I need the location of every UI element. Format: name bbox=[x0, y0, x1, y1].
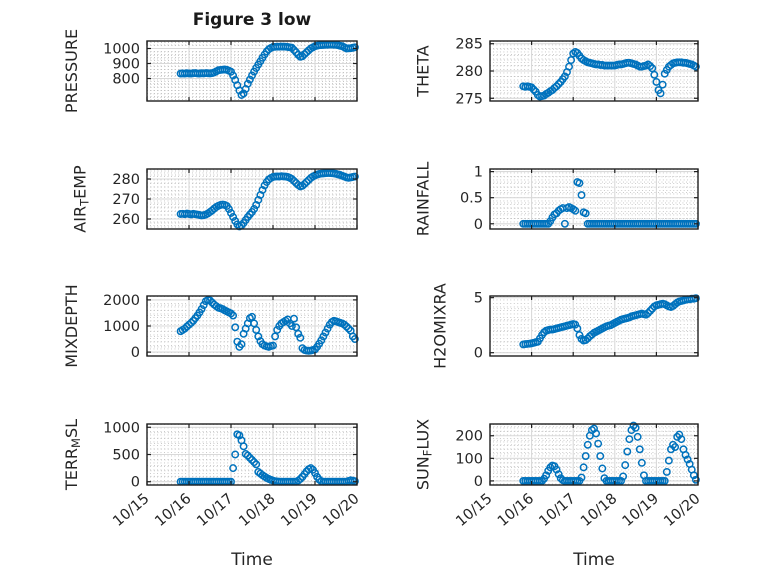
ytick-label: 800 bbox=[112, 72, 140, 88]
xtick-label: 10/16 bbox=[152, 491, 194, 530]
ylabel-mixdepth: MIXDEPTH bbox=[62, 284, 81, 367]
tick-marks bbox=[146, 424, 358, 485]
ytick-label: 1000 bbox=[103, 319, 140, 335]
data-series-mixdepth bbox=[176, 295, 359, 355]
data-series-rainfall bbox=[519, 178, 700, 228]
tick-marks bbox=[489, 41, 699, 101]
xtick-label: 10/19 bbox=[278, 491, 320, 530]
ytick-label: 500 bbox=[112, 448, 140, 464]
ytick-label: 200 bbox=[455, 429, 483, 445]
ytick-label: 275 bbox=[455, 91, 483, 107]
axes-box bbox=[146, 40, 358, 102]
ylabel-terr-msl: TERRMSL bbox=[62, 419, 83, 491]
xtick-label: 10/15 bbox=[110, 491, 152, 530]
ylabel-rainfall: RAINFALL bbox=[414, 162, 433, 237]
ytick-label: 0.5 bbox=[460, 191, 483, 207]
minor-grid bbox=[147, 296, 357, 356]
xtick-label: 10/18 bbox=[578, 491, 620, 530]
xtick-label: 10/17 bbox=[536, 491, 578, 530]
tick-marks bbox=[489, 424, 699, 485]
tick-marks bbox=[146, 169, 358, 229]
subplot-theta: 275 280 285 THETA bbox=[414, 37, 700, 107]
xlabel-time-left: Time bbox=[231, 550, 273, 570]
ytick-label: 260 bbox=[112, 212, 140, 228]
xtick-label: 10/16 bbox=[495, 491, 537, 530]
ylabel-h2omixra: H2OMIXRA bbox=[431, 283, 450, 369]
xtick-label: 10/17 bbox=[194, 491, 236, 530]
xtick-label: 10/20 bbox=[661, 491, 703, 530]
xtick-label: 10/18 bbox=[236, 491, 278, 530]
tick-marks bbox=[146, 296, 358, 356]
data-series-pressure bbox=[176, 40, 359, 99]
xtick-label: 10/20 bbox=[320, 491, 362, 530]
ytick-label: 2000 bbox=[103, 293, 140, 309]
ylabel-sun-flux: SUNFLUX bbox=[414, 419, 435, 490]
axes-box bbox=[489, 168, 699, 230]
tick-marks bbox=[489, 169, 699, 229]
axes-box bbox=[489, 423, 699, 486]
ytick-label: 280 bbox=[455, 64, 483, 80]
plot-area-rainfall bbox=[490, 169, 698, 229]
ytick-label: 900 bbox=[112, 57, 140, 73]
subplot-mixdepth: 0 1000 2000 MIXDEPTH bbox=[62, 284, 359, 368]
ytick-label: 1000 bbox=[103, 42, 140, 58]
data-series-sun-flux bbox=[519, 421, 700, 485]
ytick-label: 5 bbox=[474, 291, 483, 307]
ytick-label: 100 bbox=[455, 451, 483, 467]
subplot-rainfall: 0 0.5 1 RAINFALL bbox=[414, 162, 700, 237]
ytick-label: 0 bbox=[131, 345, 140, 361]
ylabel-theta: THETA bbox=[414, 45, 433, 97]
subplot-terr-msl: 0 500 1000 10/15 10/16 10/17 10/18 10/19 10/20 TE… bbox=[62, 419, 363, 530]
ytick-label: 280 bbox=[112, 172, 140, 188]
major-grid bbox=[490, 41, 698, 101]
ylabel-air-temp: AIRTEMP bbox=[71, 165, 92, 233]
data-series-air-temp bbox=[176, 169, 359, 231]
tick-marks bbox=[146, 41, 358, 101]
xlabel-time-right: Time bbox=[573, 550, 615, 570]
ytick-label: 0 bbox=[474, 217, 483, 233]
ytick-label: 285 bbox=[455, 37, 483, 53]
axes-box bbox=[489, 295, 699, 357]
ytick-label: 270 bbox=[112, 192, 140, 208]
ytick-label: 1000 bbox=[103, 420, 140, 436]
xtick-label: 10/19 bbox=[620, 491, 662, 530]
subplot-h2omixra: 0 5 H2OMIXRA bbox=[431, 283, 700, 369]
xtick-label: 10/15 bbox=[453, 491, 495, 530]
ytick-label: 1 bbox=[474, 165, 483, 181]
figure-title: Figure 3 low bbox=[192, 10, 312, 30]
tick-marks bbox=[489, 296, 699, 356]
data-series-theta bbox=[519, 47, 700, 101]
ytick-label: 0 bbox=[474, 346, 483, 362]
data-series-h2omixra bbox=[519, 294, 700, 349]
ylabel-pressure: PRESSURE bbox=[62, 29, 81, 113]
subplot-air-temp: 260 270 280 AIRTEMP bbox=[71, 165, 359, 233]
ytick-label: 0 bbox=[131, 475, 140, 491]
ytick-label: 0 bbox=[474, 474, 483, 490]
plot-area-sun-flux bbox=[490, 424, 698, 485]
subplot-sun-flux: 0 100 200 10/15 10/16 10/17 10/18 10/19 10/20 SUN… bbox=[414, 419, 704, 530]
